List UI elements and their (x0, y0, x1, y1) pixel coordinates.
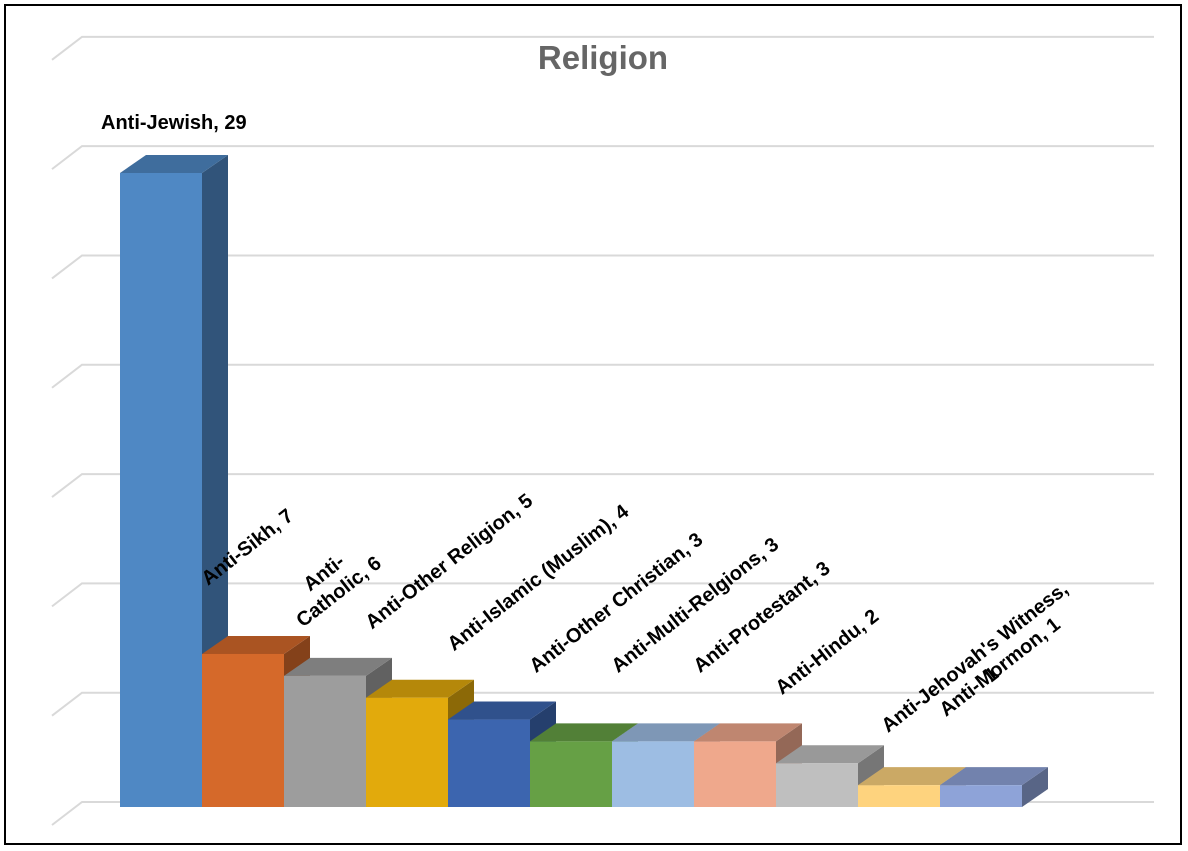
bar-front (530, 741, 612, 807)
chart-frame: Anti-Jewish, 29 Anti-Sikh, 7 Anti-Catholic… (4, 4, 1182, 845)
gridline (51, 363, 1154, 389)
bar-top (694, 723, 802, 742)
bar-top (940, 767, 1048, 786)
gridline (51, 691, 1154, 717)
bar-top (366, 679, 474, 698)
bar-front (776, 763, 858, 807)
bar-front (366, 697, 448, 807)
bar-front (858, 785, 940, 807)
gridline (51, 145, 1154, 170)
bar-top (612, 723, 720, 742)
gridline (51, 473, 1154, 498)
bar-top (202, 635, 310, 654)
chart-title: Religion (538, 39, 668, 76)
data-label: Anti-Hindu, 2 (772, 605, 884, 699)
bar-front (694, 741, 776, 807)
bar-front (284, 675, 366, 807)
bar (940, 767, 1048, 807)
bar-top (120, 155, 228, 173)
gridline (51, 35, 1154, 61)
data-label: Anti-Jewish, 29 (101, 112, 247, 134)
bar-front (202, 653, 284, 807)
gridline (51, 254, 1154, 280)
bar-side (1022, 767, 1048, 807)
data-label: Anti-Islamic (Muslim), 4 (444, 500, 634, 655)
bars (120, 155, 1048, 807)
bar-top (448, 701, 556, 720)
bar-top (858, 767, 966, 786)
bar-front (940, 785, 1022, 807)
bar-top (284, 657, 392, 676)
bar-front (612, 741, 694, 807)
gridline (51, 582, 1154, 608)
bar-top (530, 723, 638, 742)
bar-front (448, 719, 530, 807)
bar-top (776, 745, 884, 764)
gridlines (51, 35, 1154, 826)
bar (120, 155, 228, 807)
bar-front (120, 173, 202, 807)
